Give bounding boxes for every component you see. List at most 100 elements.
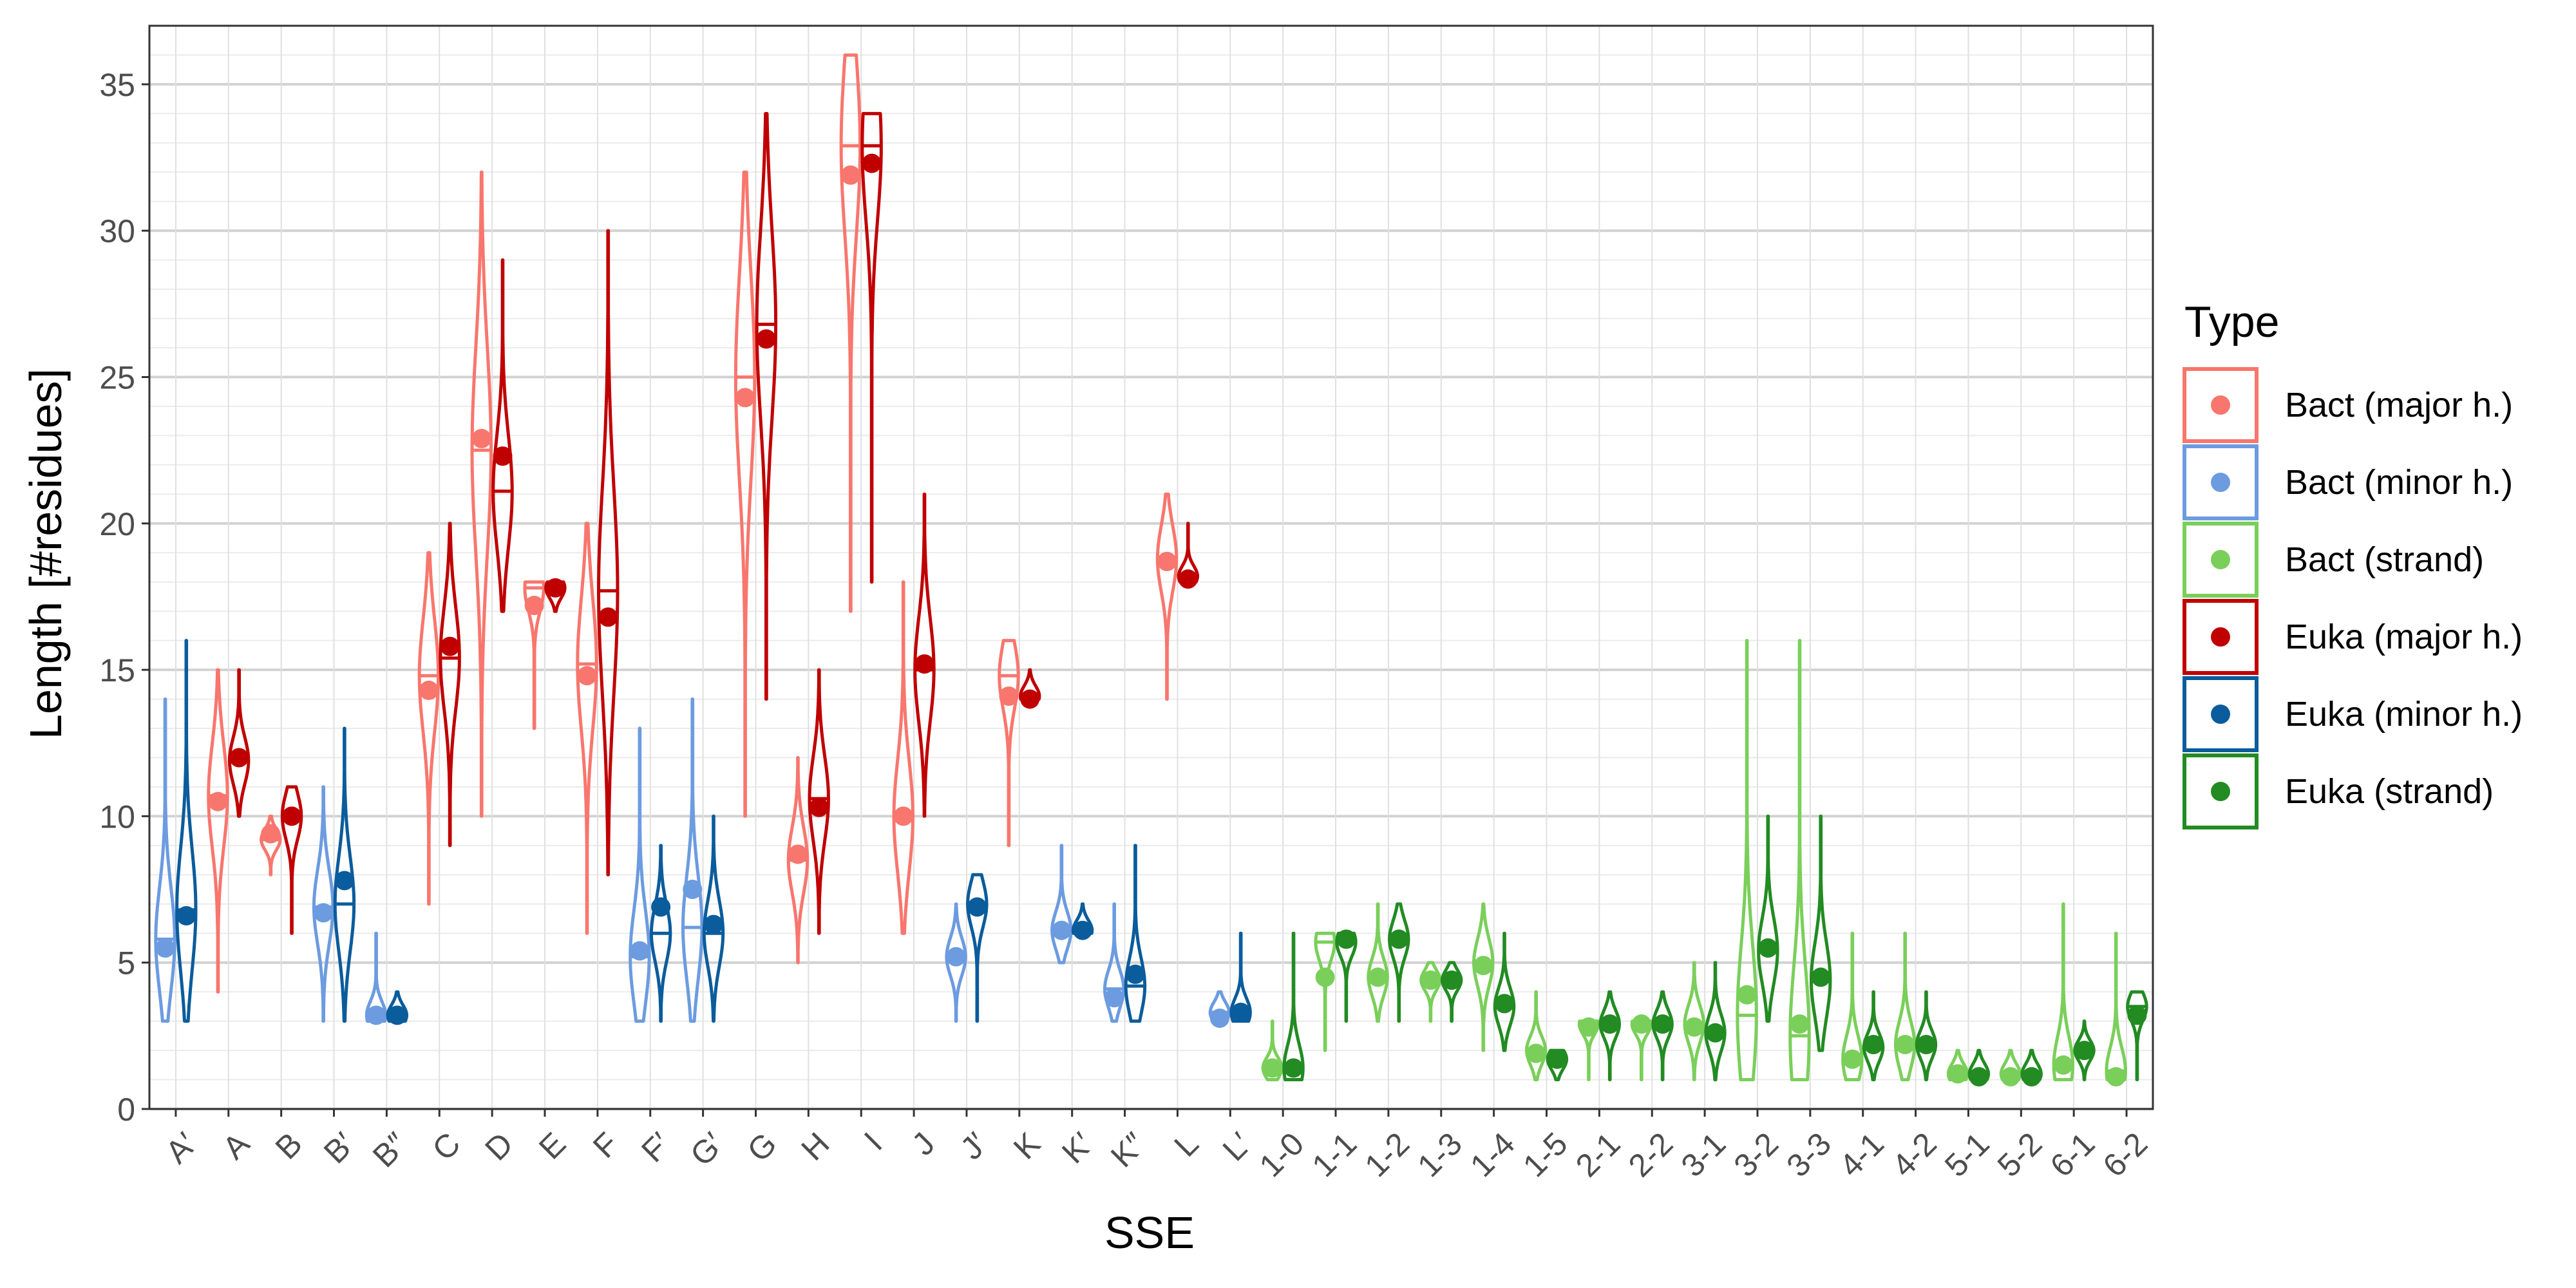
violin-group — [1967, 1048, 1991, 1086]
mean-point — [735, 388, 755, 408]
mean-point — [999, 687, 1019, 706]
violin-shape — [1335, 931, 1358, 1023]
violin-group — [1103, 902, 1126, 1023]
violin-group — [154, 697, 176, 1023]
y-axis-ticks: 0 5 10 15 20 25 30 35 — [99, 67, 149, 1128]
violin-shape — [2105, 931, 2127, 1081]
mean-point — [1737, 985, 1757, 1005]
violin-group — [333, 726, 356, 1023]
violin-shape — [1757, 814, 1779, 1023]
x-tick-label: 3-2 — [1727, 1126, 1786, 1184]
violin-shape — [2126, 990, 2148, 1081]
mean-point — [809, 797, 829, 817]
violin-group — [892, 580, 914, 935]
mean-point — [1495, 994, 1515, 1014]
violin-group — [1261, 1019, 1283, 1081]
x-tick-label: 5-2 — [1991, 1126, 2049, 1184]
mean-point — [1758, 938, 1778, 958]
violin-group — [2105, 931, 2127, 1086]
x-tick-label: F — [586, 1126, 625, 1165]
mean-point — [1916, 1034, 1936, 1054]
x-tick-label: L — [1167, 1126, 1205, 1164]
violin-group — [1388, 902, 1410, 1023]
mean-point — [2053, 1055, 2073, 1075]
violin-shape — [1103, 902, 1126, 1023]
violin-group — [1177, 522, 1199, 589]
violin-shape — [470, 170, 493, 818]
violin-shape — [1155, 492, 1179, 701]
violin-shape — [1314, 931, 1336, 1052]
legend-key — [2183, 753, 2259, 829]
violin-group — [365, 931, 388, 1025]
violin-shape — [1124, 844, 1147, 1023]
violin-shape — [808, 668, 830, 935]
violin-group — [597, 229, 620, 876]
violin-group — [417, 551, 440, 906]
mean-point — [314, 903, 334, 923]
violin-shape — [1999, 1048, 2022, 1081]
x-tick-label: J — [905, 1126, 942, 1162]
mean-point — [229, 748, 249, 768]
mean-point — [2022, 1066, 2041, 1086]
y-tick-label: 25 — [99, 360, 135, 396]
x-tick-label: 1-5 — [1516, 1126, 1575, 1184]
mean-point — [1790, 1014, 1810, 1034]
violin-group — [1282, 931, 1305, 1081]
legend-key — [2183, 676, 2259, 752]
violin-shape — [681, 697, 704, 1023]
legend-item: Bact (major h.) — [2183, 367, 2513, 443]
violin-shape — [860, 111, 883, 584]
mean-point — [440, 636, 460, 656]
legend-key-dot — [2211, 395, 2230, 415]
mean-point — [334, 871, 354, 891]
violin-group — [629, 726, 651, 1023]
violin-group — [966, 873, 989, 1023]
y-tick-label: 0 — [117, 1092, 135, 1128]
x-tick-label: L′ — [1216, 1126, 1258, 1168]
legend-label: Bact (strand) — [2285, 540, 2484, 579]
legend-item: Euka (major h.) — [2183, 599, 2523, 675]
mean-point — [1421, 970, 1441, 990]
mean-point — [2074, 1041, 2094, 1061]
violin-shape — [1388, 902, 1410, 1023]
x-tick-label: G — [741, 1126, 784, 1169]
mean-point — [1811, 967, 1831, 987]
y-tick-label: 5 — [117, 945, 135, 981]
mean-point — [1579, 1017, 1599, 1037]
violin-shape — [1419, 961, 1442, 1023]
violin-group — [1810, 814, 1832, 1052]
mean-point — [840, 165, 860, 185]
violin-shape — [1736, 639, 1758, 1081]
y-tick-label: 15 — [99, 652, 135, 688]
x-axis-title: SSE — [1104, 1208, 1195, 1258]
x-tick-label: B — [269, 1126, 309, 1166]
violin-shape — [227, 668, 251, 818]
violin-group — [2020, 1048, 2043, 1086]
violin-group — [523, 580, 545, 730]
violin-shape — [523, 580, 545, 730]
x-tick-label: I — [857, 1126, 889, 1157]
violin-shape — [1577, 1019, 1600, 1081]
mean-point — [1073, 920, 1093, 940]
violin-group — [1019, 668, 1041, 709]
mean-point — [967, 897, 987, 917]
violin-group — [786, 756, 810, 965]
x-tick-label: C — [425, 1126, 467, 1168]
violin-group — [1915, 990, 1938, 1081]
violin-shape — [839, 53, 862, 613]
x-tick-label: 6-1 — [2043, 1126, 2102, 1184]
violin-group — [945, 902, 967, 1023]
violin-shape — [1862, 990, 1885, 1081]
violin-shape — [913, 492, 936, 818]
mean-point — [1157, 551, 1177, 571]
legend-key-dot — [2211, 627, 2230, 647]
x-tick-label: K′ — [1055, 1126, 1100, 1171]
mean-point — [2106, 1066, 2126, 1086]
mean-point — [1526, 1043, 1546, 1063]
mean-point — [1262, 1058, 1282, 1078]
x-tick-label: H — [794, 1126, 836, 1168]
x-tick-label: 1-4 — [1463, 1126, 1522, 1184]
violin-shape — [734, 170, 757, 818]
violin-shape — [1019, 668, 1041, 701]
